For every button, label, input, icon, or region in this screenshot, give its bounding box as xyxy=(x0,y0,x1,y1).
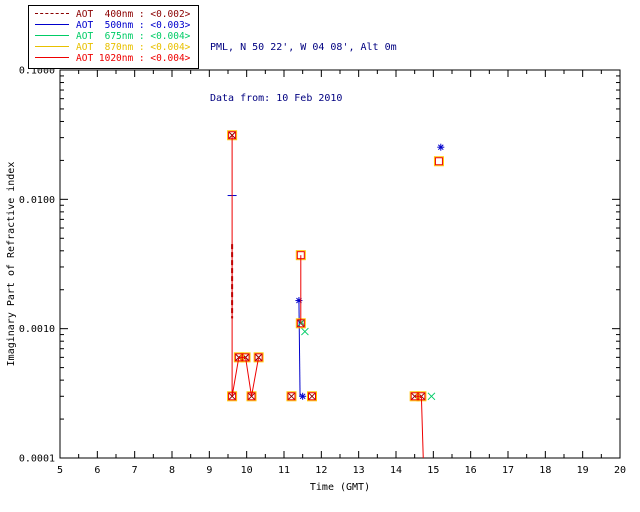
y-tick-label: 0.0010 xyxy=(19,324,55,335)
legend-item: AOT 500nm : <0.003> xyxy=(35,20,190,31)
x-tick-label: 7 xyxy=(132,465,138,476)
legend-line-sample xyxy=(35,24,69,25)
x-tick-label: 8 xyxy=(169,465,175,476)
legend-line-sample xyxy=(35,35,69,36)
legend-item: AOT 675nm : <0.004> xyxy=(35,31,190,42)
legend-item-label: AOT 870nm : <0.004> xyxy=(76,42,191,53)
x-tick-label: 17 xyxy=(502,465,514,476)
x-tick-label: 11 xyxy=(278,465,290,476)
x-tick-label: 5 xyxy=(57,465,63,476)
y-tick-label: 0.0100 xyxy=(19,195,55,206)
x-tick-label: 15 xyxy=(427,465,439,476)
legend-line-sample xyxy=(35,57,69,58)
series-aot-1020nm xyxy=(228,131,443,459)
legend-item: AOT 400nm : <0.002> xyxy=(35,9,190,20)
y-tick-label: 0.1000 xyxy=(19,66,55,77)
legend-line-sample xyxy=(35,46,69,47)
legend-item: AOT 870nm : <0.004> xyxy=(35,42,190,53)
x-axis-label: Time (GMT) xyxy=(310,482,370,493)
series-aot-500nm xyxy=(227,143,445,400)
series-aot-870nm xyxy=(227,130,444,402)
y-axis-label: Imaginary Part of Refractive index xyxy=(6,162,17,367)
legend-item-label: AOT 500nm : <0.003> xyxy=(76,20,191,31)
x-tick-label: 10 xyxy=(241,465,253,476)
legend-box: AOT 400nm : <0.002> AOT 500nm : <0.003> AO… xyxy=(28,5,200,69)
station-info-line: PML, N 50 22', W 04 08', Alt 0m xyxy=(210,42,397,53)
plot-header: PML, N 50 22', W 04 08', Alt 0m Data fro… xyxy=(210,5,397,141)
y-tick-label: 0.0001 xyxy=(19,454,55,465)
legend-item-label: AOT 675nm : <0.004> xyxy=(76,31,191,42)
legend-line-sample xyxy=(35,13,69,14)
legend-item-label: AOT 400nm : <0.002> xyxy=(76,9,191,20)
x-tick-label: 18 xyxy=(539,465,551,476)
series-aot-675nm xyxy=(297,318,436,401)
legend-item-label: AOT 1020nm : <0.004> xyxy=(76,53,191,64)
x-tick-label: 6 xyxy=(94,465,100,476)
x-tick-label: 16 xyxy=(465,465,477,476)
x-tick-label: 14 xyxy=(390,465,402,476)
x-tick-label: 20 xyxy=(614,465,626,476)
x-tick-label: 12 xyxy=(315,465,327,476)
x-tick-label: 13 xyxy=(353,465,365,476)
x-tick-label: 19 xyxy=(577,465,589,476)
axes: 5 6 7 8 9 10 11 12 13 14 15 16 17 18 19 20 0.0001 0.0010 0… xyxy=(6,66,626,494)
x-tick-label: 9 xyxy=(206,465,212,476)
data-date-line: Data from: 10 Feb 2010 xyxy=(210,93,343,104)
legend-item: AOT 1020nm : <0.004> xyxy=(35,53,190,64)
